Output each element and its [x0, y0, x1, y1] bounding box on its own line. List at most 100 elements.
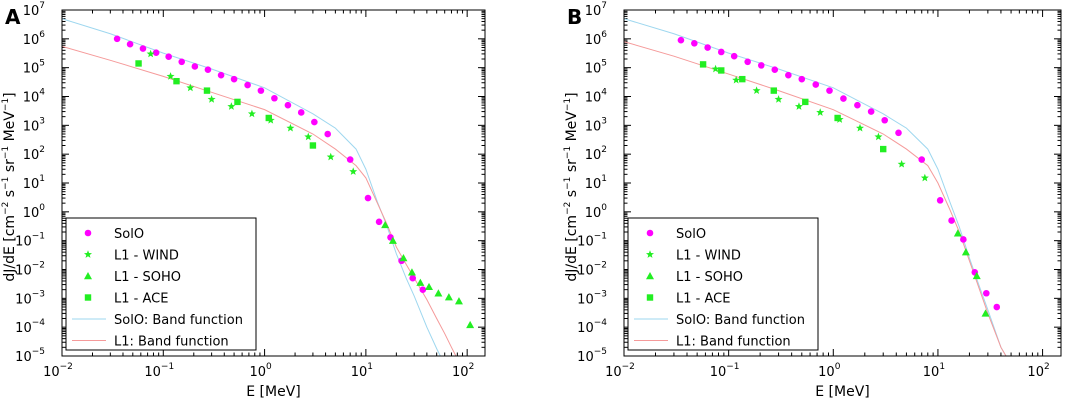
- data-point: [732, 75, 741, 84]
- data-point: [234, 98, 241, 106]
- x-tick-label: 101: [923, 362, 945, 380]
- data-point: [419, 286, 427, 293]
- data-point: [770, 87, 777, 94]
- x-tick-label: 100: [818, 362, 841, 380]
- data-point: [416, 278, 425, 286]
- x-tick-label: 10−2: [605, 362, 635, 380]
- data-point: [960, 236, 967, 243]
- series-line: [624, 18, 1007, 356]
- data-point: [711, 64, 720, 73]
- x-tick-label: 102: [452, 362, 474, 380]
- y-tick-label: 107: [585, 1, 607, 19]
- legend-entry: L1: Band function: [114, 335, 229, 350]
- data-point: [948, 217, 955, 224]
- panel-label: B: [567, 5, 582, 29]
- legend-entry: L1 - WIND: [114, 249, 179, 264]
- legend-box: [627, 217, 819, 351]
- data-point: [126, 40, 134, 48]
- x-tick-label: 100: [249, 362, 272, 380]
- y-tick-label: 103: [585, 116, 607, 134]
- data-point: [854, 101, 861, 109]
- y-tick-label: 102: [585, 145, 607, 163]
- y-tick-label: 105: [585, 59, 607, 77]
- legend-box: [65, 217, 257, 351]
- y-tick-label: 101: [23, 174, 45, 192]
- x-tick-label: 10−1: [144, 362, 174, 380]
- data-point: [375, 218, 383, 226]
- series-line: [624, 41, 1007, 356]
- legend-swatch: [646, 294, 654, 301]
- data-point: [867, 108, 875, 115]
- data-point: [139, 45, 147, 52]
- legend-swatch: [84, 250, 92, 258]
- legend-entry: SolO: [676, 227, 706, 242]
- data-point: [265, 114, 272, 122]
- data-point: [812, 81, 820, 88]
- axis-ticks: [623, 9, 1061, 357]
- data-point: [230, 75, 238, 83]
- x-tick-label: 101: [351, 362, 373, 380]
- legend-swatch: [84, 272, 92, 280]
- data-point: [730, 52, 738, 60]
- data-point: [691, 39, 698, 47]
- legend-entry: L1 - WIND: [676, 249, 741, 264]
- data-point: [326, 152, 335, 161]
- legend-entry: SolO: [114, 227, 144, 242]
- data-point: [135, 60, 142, 67]
- data-point: [444, 293, 453, 301]
- chart-panel-A: 10−2 10−1 100 101 102 10−5 10−4 10−3 10−2 10−1 100…: [1, 1, 486, 400]
- y-tick-label: 10−5: [15, 347, 45, 365]
- data-point: [794, 102, 803, 110]
- data-point: [718, 67, 725, 74]
- y-tick-label: 104: [23, 88, 46, 106]
- y-tick-label: 102: [23, 145, 45, 163]
- y-tick-label: 106: [23, 30, 46, 48]
- data-point: [286, 123, 295, 132]
- data-point: [744, 58, 751, 66]
- legend-entry: SolO: Band function: [114, 313, 243, 328]
- plot-frame: [61, 9, 486, 357]
- data-point: [881, 116, 889, 124]
- data-point: [388, 236, 397, 244]
- data-point: [434, 289, 443, 297]
- data-point: [271, 94, 278, 102]
- data-point: [346, 156, 354, 163]
- y-axis-label: dJ/dE [cm−2 s−1 sr−1 MeV−1]: [563, 92, 580, 281]
- data-point: [364, 194, 372, 202]
- x-tick-label: 102: [1027, 362, 1049, 380]
- legend-entry: L1 - SOHO: [114, 270, 181, 285]
- data-point: [961, 248, 970, 256]
- data-point: [247, 109, 256, 118]
- data-point: [856, 123, 864, 132]
- data-point: [677, 36, 685, 44]
- data-point: [454, 297, 463, 305]
- data-point: [409, 274, 417, 282]
- y-tick-label: 10−1: [577, 232, 607, 250]
- y-tick-label: 100: [585, 203, 608, 221]
- data-point: [699, 61, 707, 68]
- data-point: [152, 49, 160, 57]
- legend-swatch: [646, 250, 654, 258]
- data-point: [227, 102, 236, 110]
- data-point: [874, 132, 883, 141]
- data-point: [407, 268, 416, 276]
- data-point: [186, 83, 195, 92]
- legend-entry: L1 - ACE: [676, 292, 730, 307]
- data-point: [953, 229, 962, 237]
- data-point: [284, 101, 292, 109]
- plot-frame: [623, 9, 1062, 357]
- legend-entry: L1 - SOHO: [676, 270, 743, 285]
- legend-swatch: [84, 229, 92, 237]
- y-tick-label: 105: [23, 59, 45, 77]
- data-point: [399, 254, 408, 262]
- series-line: [62, 45, 457, 356]
- data-point: [173, 77, 180, 85]
- data-point: [324, 130, 332, 138]
- data-point: [297, 109, 305, 116]
- data-point: [798, 75, 806, 83]
- y-tick-label: 101: [585, 174, 607, 192]
- legend-entry: SolO: Band function: [676, 313, 805, 328]
- data-point: [981, 309, 990, 317]
- legend: SolO L1 - WIND L1 - SOHO L1 - ACE SolO: Band…: [65, 217, 257, 351]
